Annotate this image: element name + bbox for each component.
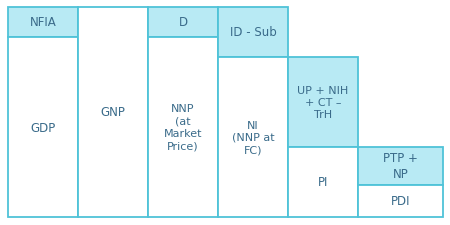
- Text: GDP: GDP: [31, 121, 56, 134]
- Bar: [218, 8, 288, 58]
- Text: D: D: [179, 16, 188, 29]
- Bar: [78, 8, 148, 217]
- Bar: [8, 38, 78, 217]
- Text: PI: PI: [318, 176, 328, 189]
- Bar: [288, 58, 358, 147]
- Text: PDI: PDI: [391, 195, 410, 208]
- Text: NFIA: NFIA: [30, 16, 56, 29]
- Bar: [218, 58, 288, 217]
- Bar: [358, 185, 443, 217]
- Text: NI
(NNP at
FC): NI (NNP at FC): [232, 120, 274, 155]
- Bar: [148, 8, 218, 38]
- Text: PTP +
NP: PTP + NP: [383, 152, 418, 181]
- Bar: [8, 8, 78, 38]
- Bar: [148, 38, 218, 217]
- Text: ID - Sub: ID - Sub: [230, 26, 276, 39]
- Bar: [358, 147, 443, 185]
- Bar: [288, 147, 358, 217]
- Text: UP + NIH
+ CT –
TrH: UP + NIH + CT – TrH: [297, 85, 349, 120]
- Text: NNP
(at
Market
Price): NNP (at Market Price): [164, 104, 202, 151]
- Text: GNP: GNP: [100, 106, 126, 119]
